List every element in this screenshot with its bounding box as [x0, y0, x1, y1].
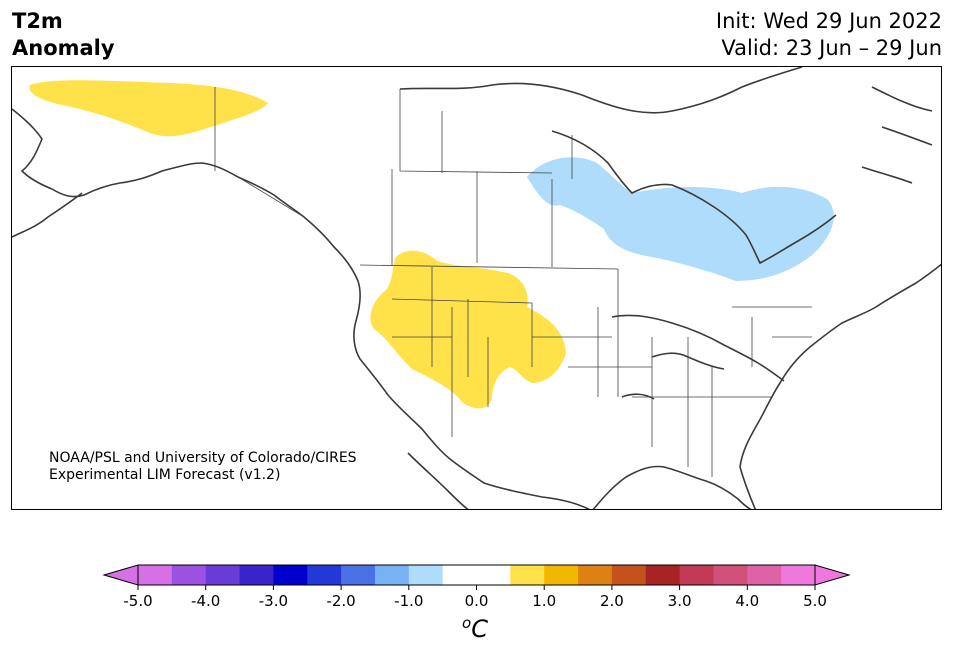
- init-date: Init: Wed 29 Jun 2022: [715, 9, 942, 33]
- colorbar-over-arrow: [814, 564, 851, 586]
- colorbar-cell: [171, 565, 207, 585]
- map-title: T2m Anomaly: [12, 8, 115, 62]
- colorbar-cell: [239, 565, 274, 585]
- title-type: Anomaly: [12, 36, 115, 60]
- colorbar-tick-label: 2.0: [600, 592, 624, 610]
- colorbar-cell: [476, 565, 511, 585]
- colorbar-cell: [544, 565, 579, 585]
- colorbar-ticks: -5.0 -4.0 -3.0 -2.0 -1.0 0.0 1.0 2.0 3.0 4.0 5.0: [123, 585, 827, 610]
- colorbar-cells: [138, 565, 816, 585]
- colorbar-cell: [510, 565, 545, 585]
- credit-line-1: NOAA/PSL and University of Colorado/CIRE…: [49, 450, 357, 466]
- colorbar-cell: [645, 565, 681, 585]
- title-variable: T2m: [12, 9, 63, 33]
- colorbar-cell: [611, 565, 647, 585]
- unit-letter: C: [471, 615, 488, 643]
- colorbar-tick-label: 5.0: [803, 592, 827, 610]
- colorbar-under-arrow: [102, 564, 139, 586]
- colorbar-unit: oC: [462, 614, 488, 643]
- colorbar-cell: [138, 565, 173, 585]
- valid-range: Valid: 23 Jun – 29 Jun: [721, 36, 942, 60]
- colorbar-cell: [341, 565, 376, 585]
- colorbar: -5.0 -4.0 -3.0 -2.0 -1.0 0.0 1.0 2.0 3.0 4.0 5.0: [102, 564, 851, 610]
- colorbar-cell: [578, 565, 613, 585]
- colorbar-cell: [273, 565, 308, 585]
- political-borders: [214, 87, 812, 477]
- colorbar-tick-label: 3.0: [668, 592, 692, 610]
- colorbar-tick-label: 1.0: [532, 592, 556, 610]
- map-canvas: [12, 67, 941, 509]
- credit-line-2: Experimental LIM Forecast (v1.2): [49, 467, 281, 483]
- colorbar-cell: [205, 565, 241, 585]
- colorbar-tick-label: -3.0: [259, 592, 288, 610]
- colorbar-cell: [781, 565, 816, 585]
- anomaly-hudson-bay-cool: [527, 157, 834, 281]
- colorbar-tick-label: -5.0: [123, 592, 152, 610]
- colorbar-tick-label: -2.0: [326, 592, 355, 610]
- colorbar-cell: [307, 565, 342, 585]
- colorbar-cell: [679, 565, 714, 585]
- colorbar-tick-label: 4.0: [735, 592, 759, 610]
- anomaly-alaska-warm: [29, 80, 269, 137]
- colorbar-cell: [374, 565, 410, 585]
- colorbar-cell: [442, 565, 477, 585]
- colorbar-cell: [713, 565, 748, 585]
- colorbar-tick-label: -4.0: [191, 592, 220, 610]
- data-credit: NOAA/PSL and University of Colorado/CIRE…: [49, 450, 357, 484]
- colorbar-tick-label: -1.0: [394, 592, 423, 610]
- colorbar-cell: [408, 565, 444, 585]
- degree-sup: o: [462, 614, 472, 632]
- colorbar-tick-label: 0.0: [465, 592, 489, 610]
- map-panel: [11, 66, 942, 510]
- forecast-dates: Init: Wed 29 Jun 2022 Valid: 23 Jun – 29…: [716, 8, 942, 62]
- colorbar-cell: [747, 565, 782, 585]
